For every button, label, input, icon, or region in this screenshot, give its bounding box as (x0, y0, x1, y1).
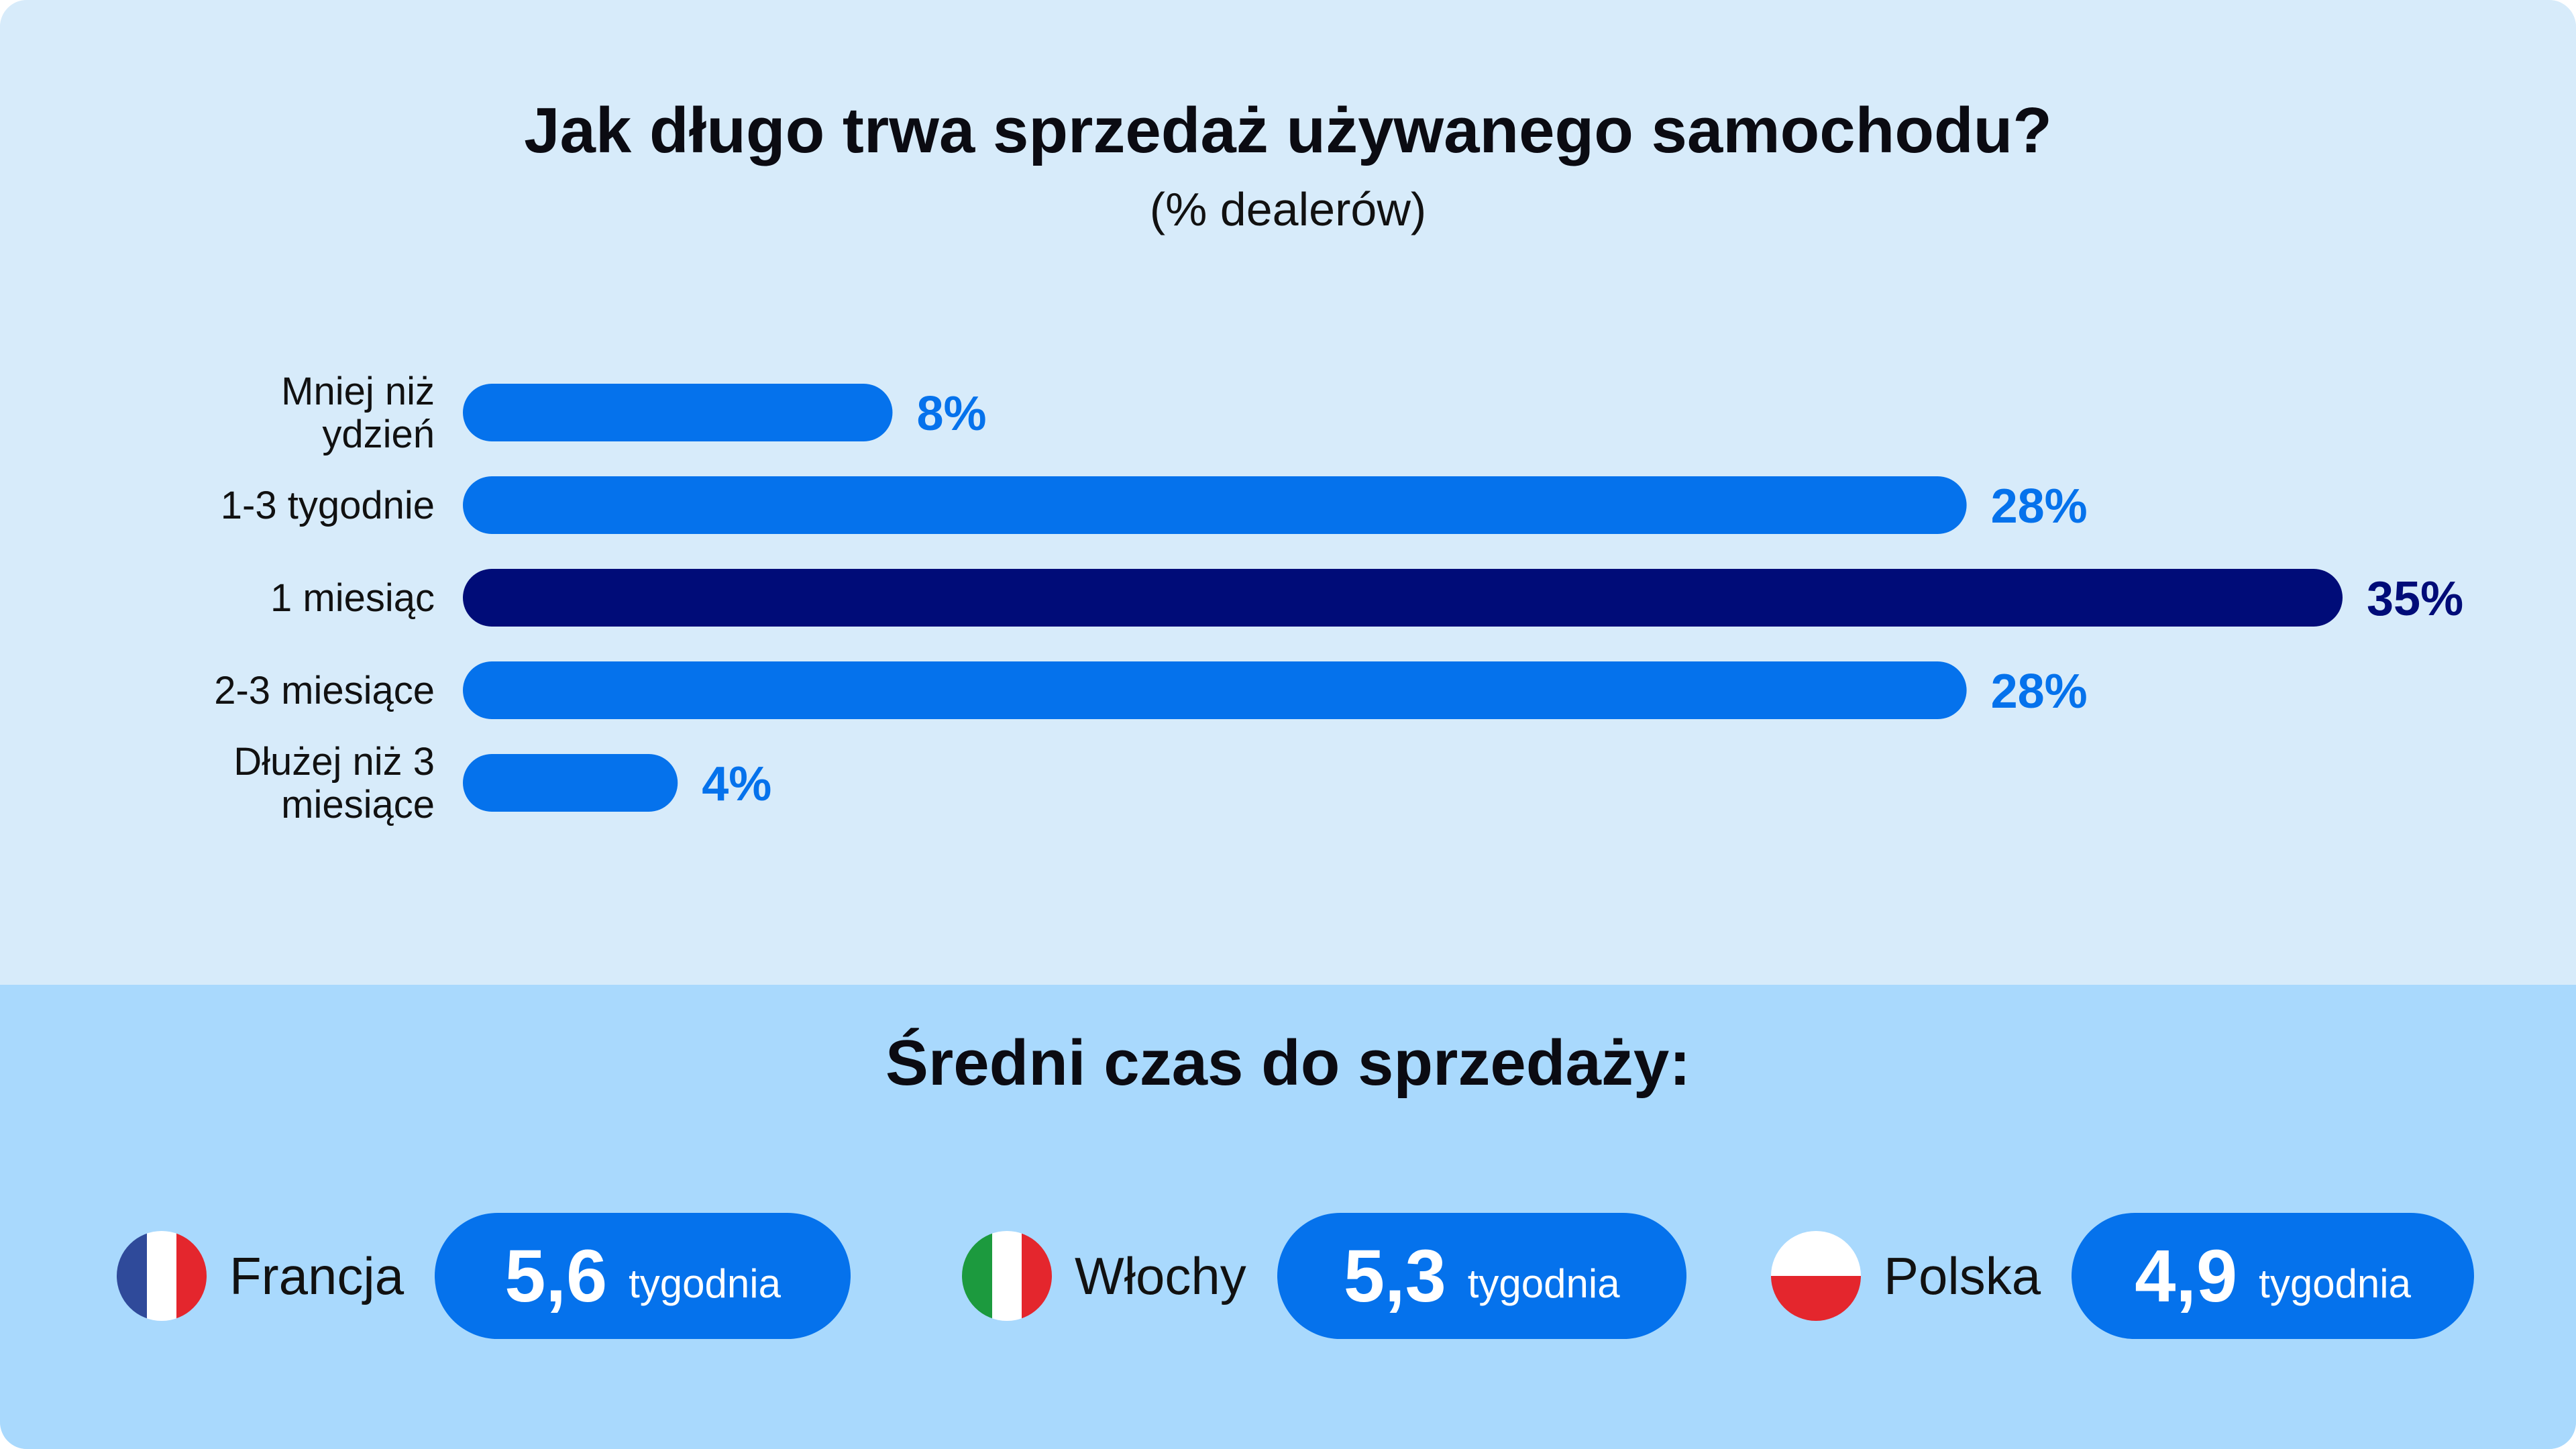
value-label-0: 8% (916, 387, 986, 441)
chart-title: Jak długo trwa sprzedaż używanego samoch… (524, 95, 2052, 166)
value-label-3: 28% (1991, 665, 2088, 718)
country-poland: Polska 4,9 tygodnia (1771, 1213, 2475, 1339)
average-unit: tygodnia (629, 1260, 781, 1306)
country-name: Francja (229, 1246, 405, 1305)
average-value: 5,6 (504, 1234, 608, 1318)
average-value: 4,9 (2135, 1234, 2238, 1318)
country-name: Włochy (1075, 1246, 1246, 1305)
bar-4 (463, 754, 678, 812)
country-france: Francja 5,6 tygodnia (117, 1213, 851, 1339)
bar-3 (463, 661, 1967, 719)
average-value-pill: 5,3 tygodnia (1277, 1213, 1686, 1339)
value-label-1: 28% (1991, 480, 2088, 533)
italy-flag-icon (962, 1231, 1052, 1321)
average-unit: tygodnia (2259, 1260, 2412, 1306)
chart-subtitle: (% dealerów) (1149, 183, 1427, 235)
average-unit: tygodnia (1467, 1260, 1620, 1306)
category-label-2: 1 miesiąc (270, 576, 435, 620)
bar-0 (463, 384, 893, 441)
bar-2 (463, 569, 2343, 627)
bar-chart: 8% Mniej niż ydzień 28% 1-3 tygodnie 35% 1 mie… (214, 370, 2463, 826)
average-value: 5,3 (1343, 1234, 1446, 1318)
country-italy: Włochy 5,3 tygodnia (962, 1213, 1686, 1339)
france-flag-icon (117, 1231, 207, 1321)
value-label-2: 35% (2367, 572, 2463, 626)
value-label-4: 4% (702, 757, 771, 811)
poland-flag-icon (1771, 1231, 1861, 1321)
category-label-0: Mniej niż ydzień (281, 370, 435, 456)
bar-1 (463, 476, 1967, 534)
average-value-pill: 5,6 tygodnia (435, 1213, 851, 1339)
category-label-3: 2-3 miesiące (214, 669, 435, 712)
average-value-pill: 4,9 tygodnia (2072, 1213, 2475, 1339)
category-label-1: 1-3 tygodnie (221, 484, 435, 527)
average-time-title: Średni czas do sprzedaży: (885, 1027, 1691, 1099)
country-name: Polska (1884, 1246, 2041, 1305)
category-label-4: Dłużej niż 3 miesiące (233, 740, 435, 826)
